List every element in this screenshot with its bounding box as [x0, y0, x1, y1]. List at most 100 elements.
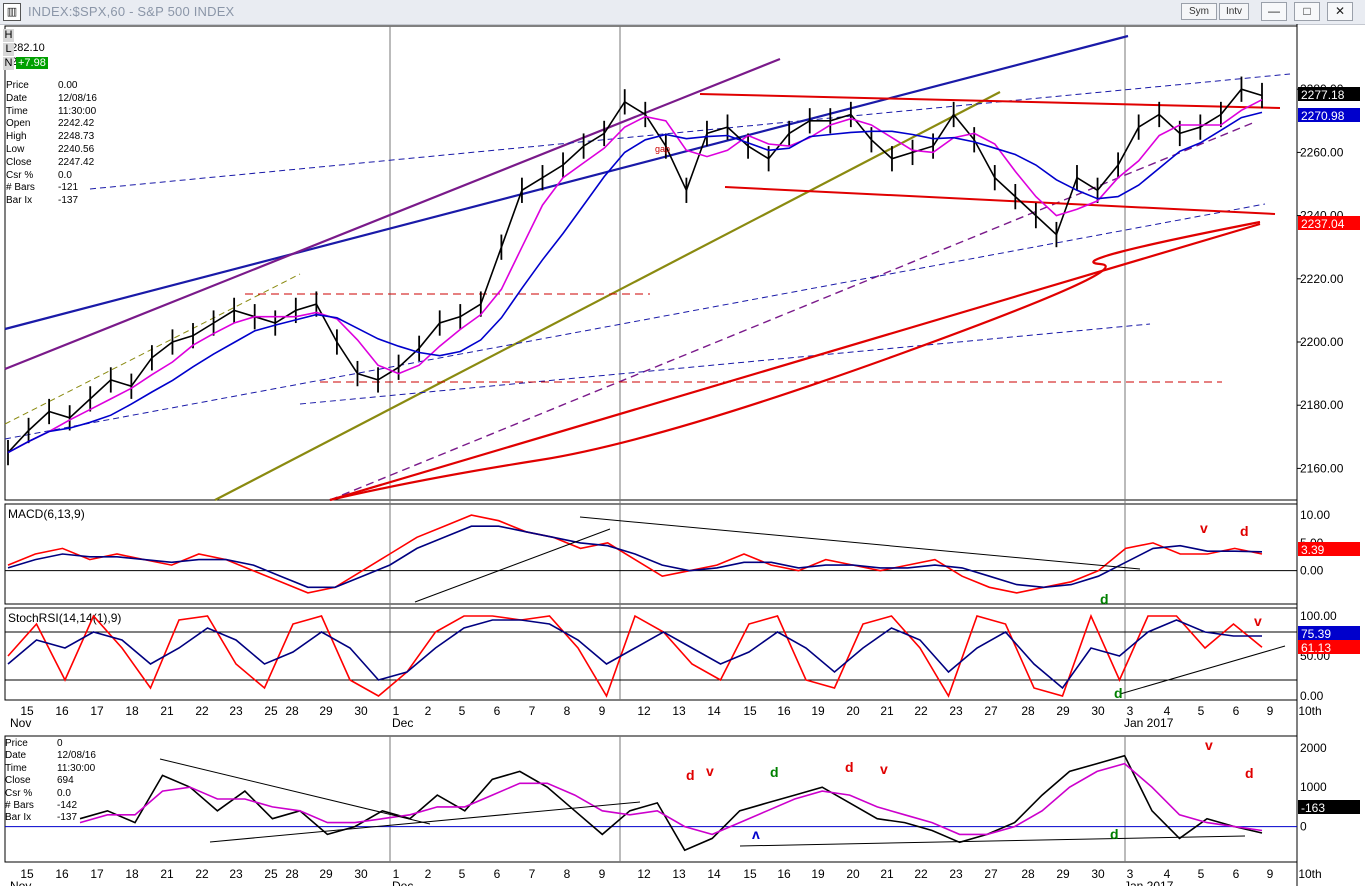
- price-flag-value: 2270.98: [1301, 109, 1345, 123]
- info-row: Open 2242.42: [6, 118, 97, 131]
- info-row: Bar Ix -137: [5, 812, 96, 824]
- x-tick-label: 23: [949, 704, 963, 718]
- x-tick-label: 15: [20, 704, 34, 718]
- hl-row-h: H2282.10: [3, 29, 59, 54]
- x-tick-label: 29: [319, 867, 333, 881]
- info-row: Csr % 0.0: [6, 170, 97, 183]
- x-tick-label: 2: [425, 867, 432, 881]
- x-tick-label: 9: [599, 867, 606, 881]
- breadth-value: -163: [1301, 801, 1325, 815]
- info-value: 12/08/16: [57, 750, 96, 762]
- cursor-info-panel: Price 0.00 Date 12/08/16 Time 11:30:00 Open 224…: [6, 80, 97, 208]
- x-tick-label: 6: [494, 867, 501, 881]
- info-key: Price: [6, 80, 29, 91]
- trend-line: [4, 34, 1129, 331]
- x-tick-label: 17: [90, 704, 104, 718]
- info-key: Open: [6, 118, 31, 130]
- y-tick-label: 2180.00: [1300, 398, 1344, 412]
- info-row: Close 694: [5, 775, 96, 787]
- stochrsi-title: StochRSI(14,14(1),9): [8, 611, 121, 625]
- x-tick-label: 18: [125, 867, 139, 881]
- x-tick-label: 21: [880, 867, 894, 881]
- x-tick-label: 3: [1127, 704, 1134, 718]
- x-month-label: Nov: [10, 716, 31, 730]
- x-month-label: Dec: [392, 716, 413, 730]
- price-series: [7, 88, 1263, 454]
- hl-row-l: L2264.06: [3, 43, 59, 68]
- x-tick-label: 22: [914, 867, 928, 881]
- x-tick-label: 21: [160, 867, 174, 881]
- macd-annotation: d: [1100, 591, 1109, 607]
- x-month-label: Dec: [392, 879, 413, 886]
- breadth-annotation: d: [1110, 826, 1119, 842]
- info-value: 2247.42: [58, 156, 95, 168]
- chart-canvas[interactable]: 15 16 17 18 21 22 23 25 28 29 30 1 2 5 6 7 8 9 12 13 14 15 16 1…: [0, 24, 1365, 886]
- x-tick-label: 29: [1056, 867, 1070, 881]
- x-tick-label: 30: [354, 704, 368, 718]
- x-tick-label: 8: [564, 704, 571, 718]
- x-tick-label: 6: [1233, 867, 1240, 881]
- x-month-label: Jan 2017: [1124, 716, 1174, 730]
- intv-label: Intv: [1225, 6, 1243, 17]
- info-value: 2248.73: [58, 131, 95, 143]
- x-tick-label: 30: [1091, 867, 1105, 881]
- y-tick-label: 2220.00: [1300, 272, 1344, 286]
- info-value: -142: [57, 800, 78, 812]
- x-tick-label: 16: [55, 867, 69, 881]
- info-key: Low: [6, 143, 25, 155]
- info-key: Date: [6, 92, 28, 104]
- macd-value: 3.39: [1301, 543, 1325, 557]
- info-key: Close: [5, 775, 31, 787]
- trend-line: [209, 801, 641, 843]
- x-tick-label: 7: [529, 704, 536, 718]
- close-icon[interactable]: ✕: [1327, 2, 1353, 21]
- app-icon[interactable]: ▥: [3, 3, 21, 21]
- info-value: 2240.56: [58, 143, 95, 155]
- info-value: 11:30:00: [58, 105, 97, 117]
- info-value: -121: [58, 182, 79, 194]
- sym-button[interactable]: Sym: [1181, 3, 1217, 20]
- trend-line: [4, 203, 1266, 440]
- x-tick-label: 8: [564, 867, 571, 881]
- x-tick-label: 19: [811, 867, 825, 881]
- info-key: High: [6, 131, 27, 143]
- y-tick-label: 100.00: [1300, 609, 1337, 623]
- breadth-annotation: v: [1205, 737, 1213, 753]
- info-row: Date 12/08/16: [6, 93, 97, 106]
- x-tick-label: 4: [1164, 704, 1171, 718]
- stochrsi-fast: [7, 613, 1263, 698]
- x-tick-label: 20: [846, 867, 860, 881]
- x-tick-label: 12: [637, 704, 651, 718]
- x-tick-label: 23: [229, 704, 243, 718]
- trend-line: [739, 835, 1246, 847]
- y-tick-label: 2160.00: [1300, 461, 1344, 475]
- info-value: 0.0: [58, 169, 72, 181]
- info-row: Time 11:30:00: [5, 763, 96, 775]
- info-value: -137: [57, 812, 78, 824]
- info-row: Close 2247.42: [6, 157, 97, 170]
- x-tick-label: 22: [195, 867, 209, 881]
- info-value: 0: [57, 738, 63, 749]
- x-tick-label: 6: [494, 704, 501, 718]
- moving-average-long: [329, 220, 1261, 502]
- intv-button[interactable]: Intv: [1219, 3, 1249, 20]
- x-tick-label: 13: [672, 867, 686, 881]
- hl-key: H: [3, 29, 14, 42]
- hl-value: +7.98: [16, 57, 48, 69]
- trend-line: [299, 323, 1151, 405]
- y-tick-label: 0: [1300, 820, 1307, 834]
- info-row: Low 2240.56: [6, 144, 97, 157]
- x-tick-label: 23: [949, 867, 963, 881]
- stochrsi-value: 61.13: [1301, 641, 1331, 655]
- x-tick-label: 16: [55, 704, 69, 718]
- macd-annotation: v: [1200, 520, 1208, 536]
- stochrsi-annotation: d: [1114, 685, 1123, 701]
- x-tick-label: 4: [1164, 867, 1171, 881]
- info-key: Price: [5, 738, 28, 749]
- info-key: Date: [5, 750, 27, 762]
- x-tick-label: 30: [354, 867, 368, 881]
- restore-icon[interactable]: □: [1294, 2, 1320, 21]
- minimize-icon[interactable]: —: [1261, 2, 1287, 21]
- x-tick-label: 28: [285, 867, 299, 881]
- info-key: Close: [6, 156, 32, 168]
